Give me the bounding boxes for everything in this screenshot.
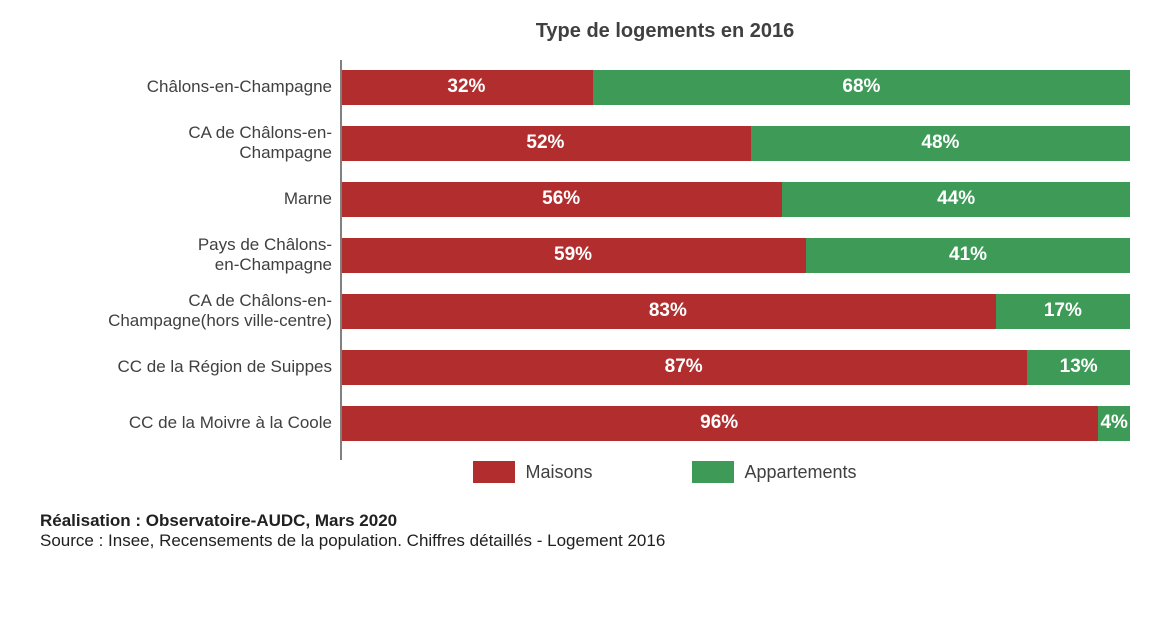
bar-segment-maisons: 83%: [340, 294, 996, 329]
bar-segment-appartements: 17%: [996, 294, 1130, 329]
credit-realisation: Réalisation : Observatoire-AUDC, Mars 20…: [40, 511, 1130, 531]
legend-item-maisons: Maisons: [473, 461, 592, 483]
bar-track: 56%44%: [340, 182, 1130, 217]
credits: Réalisation : Observatoire-AUDC, Mars 20…: [40, 511, 1130, 551]
row-label: Châlons-en-Champagne: [40, 77, 340, 97]
bar-segment-appartements: 44%: [782, 182, 1130, 217]
bar-segment-appartements: 68%: [593, 70, 1130, 105]
row-label: CC de la Région de Suippes: [40, 357, 340, 377]
bar-segment-maisons: 87%: [340, 350, 1027, 385]
row-label: CA de Châlons-en-Champagne(hors ville-ce…: [40, 291, 340, 330]
bar-track: 52%48%: [340, 126, 1130, 161]
legend-swatch-appartements: [692, 461, 734, 483]
bar-track: 59%41%: [340, 238, 1130, 273]
chart-row: Marne56%44%: [40, 177, 1130, 221]
bar-segment-maisons: 52%: [340, 126, 751, 161]
bar-segment-maisons: 96%: [340, 406, 1098, 441]
chart-row: CC de la Région de Suippes87%13%: [40, 345, 1130, 389]
chart-row: Pays de Châlons-en-Champagne59%41%: [40, 233, 1130, 277]
credit-source: Source : Insee, Recensements de la popul…: [40, 531, 1130, 551]
row-label: CA de Châlons-en-Champagne: [40, 123, 340, 162]
bar-segment-maisons: 59%: [340, 238, 806, 273]
legend-item-appartements: Appartements: [692, 461, 856, 483]
y-axis-line: [340, 60, 342, 460]
bar-track: 96%4%: [340, 406, 1130, 441]
chart-row: Châlons-en-Champagne32%68%: [40, 65, 1130, 109]
chart-row: CA de Châlons-en-Champagne(hors ville-ce…: [40, 289, 1130, 333]
legend-swatch-maisons: [473, 461, 515, 483]
bar-segment-maisons: 56%: [340, 182, 782, 217]
row-label: Pays de Châlons-en-Champagne: [40, 235, 340, 274]
bar-segment-maisons: 32%: [340, 70, 593, 105]
bar-track: 87%13%: [340, 350, 1130, 385]
bar-track: 32%68%: [340, 70, 1130, 105]
chart-row: CC de la Moivre à la Coole96%4%: [40, 401, 1130, 445]
legend: Maisons Appartements: [200, 461, 1130, 483]
row-label: CC de la Moivre à la Coole: [40, 413, 340, 433]
chart-row: CA de Châlons-en-Champagne52%48%: [40, 121, 1130, 165]
bar-segment-appartements: 4%: [1098, 406, 1130, 441]
bar-segment-appartements: 41%: [806, 238, 1130, 273]
bar-segment-appartements: 13%: [1027, 350, 1130, 385]
legend-label-appartements: Appartements: [744, 462, 856, 483]
row-label: Marne: [40, 189, 340, 209]
bar-track: 83%17%: [340, 294, 1130, 329]
legend-label-maisons: Maisons: [525, 462, 592, 483]
chart-area: Châlons-en-Champagne32%68%CA de Châlons-…: [40, 65, 1130, 445]
chart-title: Type de logements en 2016: [200, 20, 1130, 43]
bar-segment-appartements: 48%: [751, 126, 1130, 161]
